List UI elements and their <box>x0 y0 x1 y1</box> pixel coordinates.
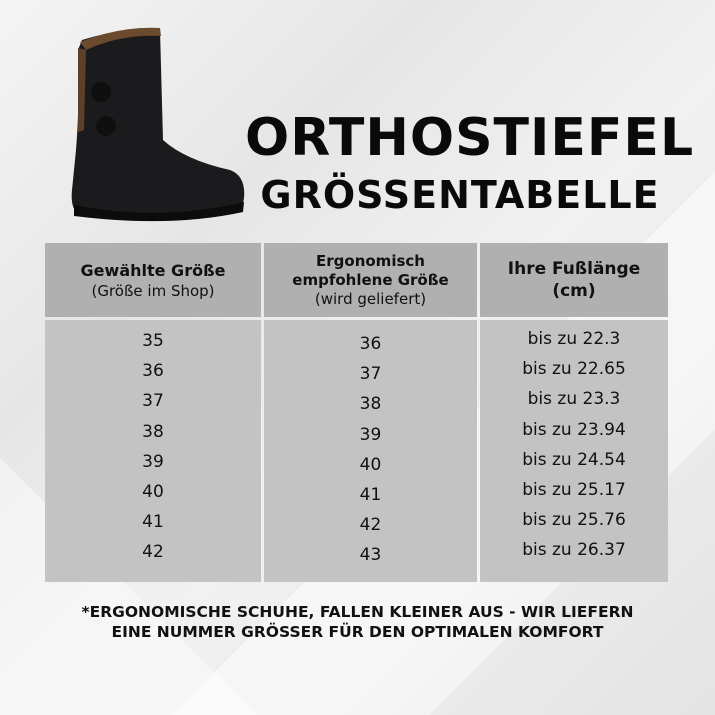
table-cell: 40 <box>142 482 164 502</box>
table-cell: 37 <box>359 364 382 385</box>
footnote-line: *ERGONOMISCHE SCHUHE, FALLEN KLEINER AUS… <box>81 603 634 621</box>
header-label: Ergonomisch empfohlene Größe <box>292 251 449 289</box>
header-sublabel: (wird geliefert) <box>314 289 427 308</box>
table-cell: bis zu 22.65 <box>522 359 626 380</box>
table-cell: 39 <box>359 424 382 445</box>
table-cell: 41 <box>359 485 382 505</box>
table-cell: 37 <box>142 391 164 412</box>
footnote: *ERGONOMISCHE SCHUHE, FALLEN KLEINER AUS… <box>0 602 715 642</box>
table-cell: 38 <box>359 394 382 415</box>
header-label: Gewählte Größe <box>80 260 226 280</box>
table-cell: bis zu 22.3 <box>527 329 621 349</box>
header-recommended-size: Ergonomisch empfohlene Größe (wird gelie… <box>264 243 477 317</box>
column-selected: 35 36 37 38 39 40 41 42 <box>45 320 261 582</box>
table-cell: 35 <box>142 331 164 351</box>
size-table: Gewählte Größe (Größe im Shop) Ergonomis… <box>45 243 668 582</box>
column-foot-length: bis zu 22.3 bis zu 22.65 bis zu 23.3 bis zu… <box>480 320 668 582</box>
table-cell: 42 <box>359 515 382 536</box>
table-cell: bis zu 23.94 <box>522 419 626 440</box>
page-title: ORTHOSTIEFEL <box>245 108 695 168</box>
header-selected-size: Gewählte Größe (Größe im Shop) <box>45 243 261 317</box>
header-foot-length: Ihre Fußlänge (cm) <box>480 243 668 317</box>
table-cell: bis zu 23.3 <box>527 389 621 410</box>
footnote-line: EINE NUMMER GRÖSSER FÜR DEN OPTIMALEN KO… <box>111 623 604 641</box>
table-cell: 43 <box>359 545 382 566</box>
table-cell: 39 <box>142 451 164 472</box>
header-label: Ihre Fußlänge <box>507 259 641 279</box>
table-cell: 41 <box>142 512 164 533</box>
column-recommended: 36 37 38 39 40 41 42 43 <box>264 320 477 582</box>
table-cell: 40 <box>359 454 382 475</box>
table-cell: 36 <box>142 361 164 382</box>
header-sublabel: (cm) <box>552 281 596 301</box>
table-cell: 36 <box>359 334 382 354</box>
table-cell: bis zu 25.76 <box>522 510 626 531</box>
table-cell: 38 <box>142 421 164 442</box>
table-cell: bis zu 26.37 <box>522 540 626 561</box>
table-cell: bis zu 24.54 <box>522 449 626 470</box>
table-cell: 42 <box>142 542 164 563</box>
table-cell: bis zu 25.17 <box>522 480 626 500</box>
boot-image <box>71 27 245 222</box>
page-subtitle: GRÖSSENTABELLE <box>260 173 660 217</box>
header-sublabel: (Größe im Shop) <box>91 281 215 300</box>
